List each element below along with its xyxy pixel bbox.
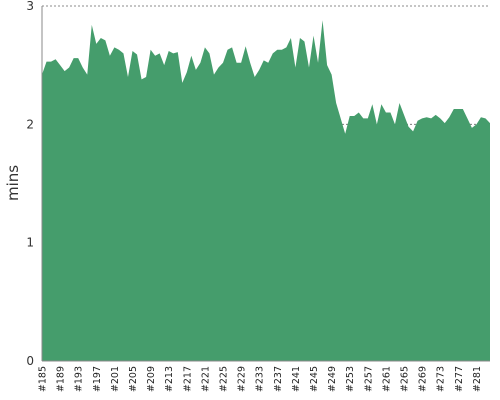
x-tick-labels: #185 #189 #193 #197 #201 #205 #209 #213 #217 #221… xyxy=(38,366,483,392)
x-tick-label: #205 xyxy=(128,366,139,392)
x-tick-label: #269 xyxy=(418,366,429,392)
x-tick-label: #257 xyxy=(363,366,374,392)
x-tick-label: #201 xyxy=(110,366,121,392)
x-tick-label: #273 xyxy=(436,366,447,392)
x-tick-label: #197 xyxy=(92,366,103,392)
x-tick-label: #233 xyxy=(255,366,266,392)
x-tick-label: #245 xyxy=(309,366,320,392)
x-tick-label: #189 xyxy=(56,366,67,392)
x-tick-label: #213 xyxy=(164,366,175,392)
x-tick-label: #185 xyxy=(38,366,49,392)
x-tick-label: #217 xyxy=(182,366,193,392)
x-tick-label: #209 xyxy=(146,366,157,392)
x-tick-label: #277 xyxy=(454,366,465,392)
y-tick-label: 1 xyxy=(26,236,34,250)
series-area xyxy=(42,20,490,361)
y-tick-label: 3 xyxy=(26,0,34,13)
x-tick-label: #237 xyxy=(273,366,284,392)
y-tick-label: 0 xyxy=(26,354,34,368)
x-tick-label: #221 xyxy=(200,366,211,392)
x-tick-label: #225 xyxy=(219,366,230,392)
x-tick-label: #253 xyxy=(345,366,356,392)
y-tick-label: 2 xyxy=(26,117,34,131)
y-axis-label: mins xyxy=(4,165,22,201)
x-tick-label: #229 xyxy=(237,366,248,392)
x-tick-label: #249 xyxy=(327,366,338,392)
y-tick-labels: 0 1 2 3 xyxy=(26,0,34,368)
x-tick-label: #193 xyxy=(74,366,85,392)
x-tick-label: #265 xyxy=(400,366,411,392)
x-tick-label: #281 xyxy=(472,366,483,392)
x-tick-label: #241 xyxy=(291,366,302,392)
x-tick-label: #261 xyxy=(381,366,392,392)
